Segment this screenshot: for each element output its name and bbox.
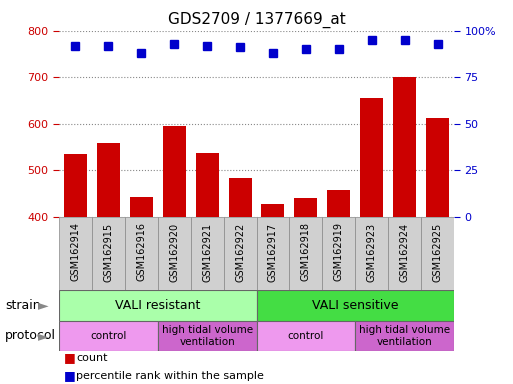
Text: control: control xyxy=(288,331,324,341)
Bar xyxy=(294,199,318,217)
Text: count: count xyxy=(76,353,107,363)
Text: GSM162916: GSM162916 xyxy=(136,222,146,281)
Text: strain: strain xyxy=(5,299,41,312)
Text: high tidal volume
ventilation: high tidal volume ventilation xyxy=(359,325,450,347)
Text: ■: ■ xyxy=(64,369,76,382)
Text: control: control xyxy=(90,331,127,341)
Bar xyxy=(393,77,416,217)
Bar xyxy=(355,217,388,290)
Text: GSM162920: GSM162920 xyxy=(169,222,179,281)
Bar xyxy=(59,217,92,290)
Text: GSM162923: GSM162923 xyxy=(367,222,377,281)
Text: GSM162914: GSM162914 xyxy=(70,222,81,281)
Bar xyxy=(289,217,322,290)
Bar xyxy=(327,190,350,217)
Text: GSM162924: GSM162924 xyxy=(400,222,409,281)
Text: GSM162918: GSM162918 xyxy=(301,222,311,281)
Bar xyxy=(360,98,383,217)
Bar xyxy=(97,143,120,217)
Text: ■: ■ xyxy=(64,351,76,364)
Bar xyxy=(59,290,256,321)
Bar xyxy=(163,126,186,217)
Text: GSM162919: GSM162919 xyxy=(334,222,344,281)
Bar xyxy=(64,154,87,217)
Bar xyxy=(191,217,224,290)
Bar xyxy=(388,217,421,290)
Text: GSM162922: GSM162922 xyxy=(235,222,245,281)
Bar xyxy=(224,217,256,290)
Text: high tidal volume
ventilation: high tidal volume ventilation xyxy=(162,325,253,347)
Bar xyxy=(158,321,256,351)
Bar xyxy=(426,118,449,217)
Text: VALI sensitive: VALI sensitive xyxy=(312,299,399,312)
Bar xyxy=(92,217,125,290)
Bar xyxy=(125,217,158,290)
Bar xyxy=(355,321,454,351)
Text: GSM162915: GSM162915 xyxy=(104,222,113,281)
Bar xyxy=(130,197,153,217)
Bar xyxy=(262,204,285,217)
Text: VALI resistant: VALI resistant xyxy=(115,299,201,312)
Bar xyxy=(195,153,219,217)
Bar xyxy=(421,217,454,290)
Bar xyxy=(228,178,251,217)
Text: GSM162925: GSM162925 xyxy=(432,222,443,281)
Bar xyxy=(322,217,355,290)
Bar xyxy=(256,217,289,290)
Bar xyxy=(256,321,355,351)
Text: protocol: protocol xyxy=(5,329,56,343)
Text: percentile rank within the sample: percentile rank within the sample xyxy=(76,371,264,381)
Bar xyxy=(158,217,191,290)
Bar xyxy=(256,290,454,321)
Text: ►: ► xyxy=(38,329,49,343)
Text: GSM162917: GSM162917 xyxy=(268,222,278,281)
Bar xyxy=(59,321,158,351)
Text: ►: ► xyxy=(38,298,49,312)
Text: GSM162921: GSM162921 xyxy=(202,222,212,281)
Title: GDS2709 / 1377669_at: GDS2709 / 1377669_at xyxy=(168,12,345,28)
